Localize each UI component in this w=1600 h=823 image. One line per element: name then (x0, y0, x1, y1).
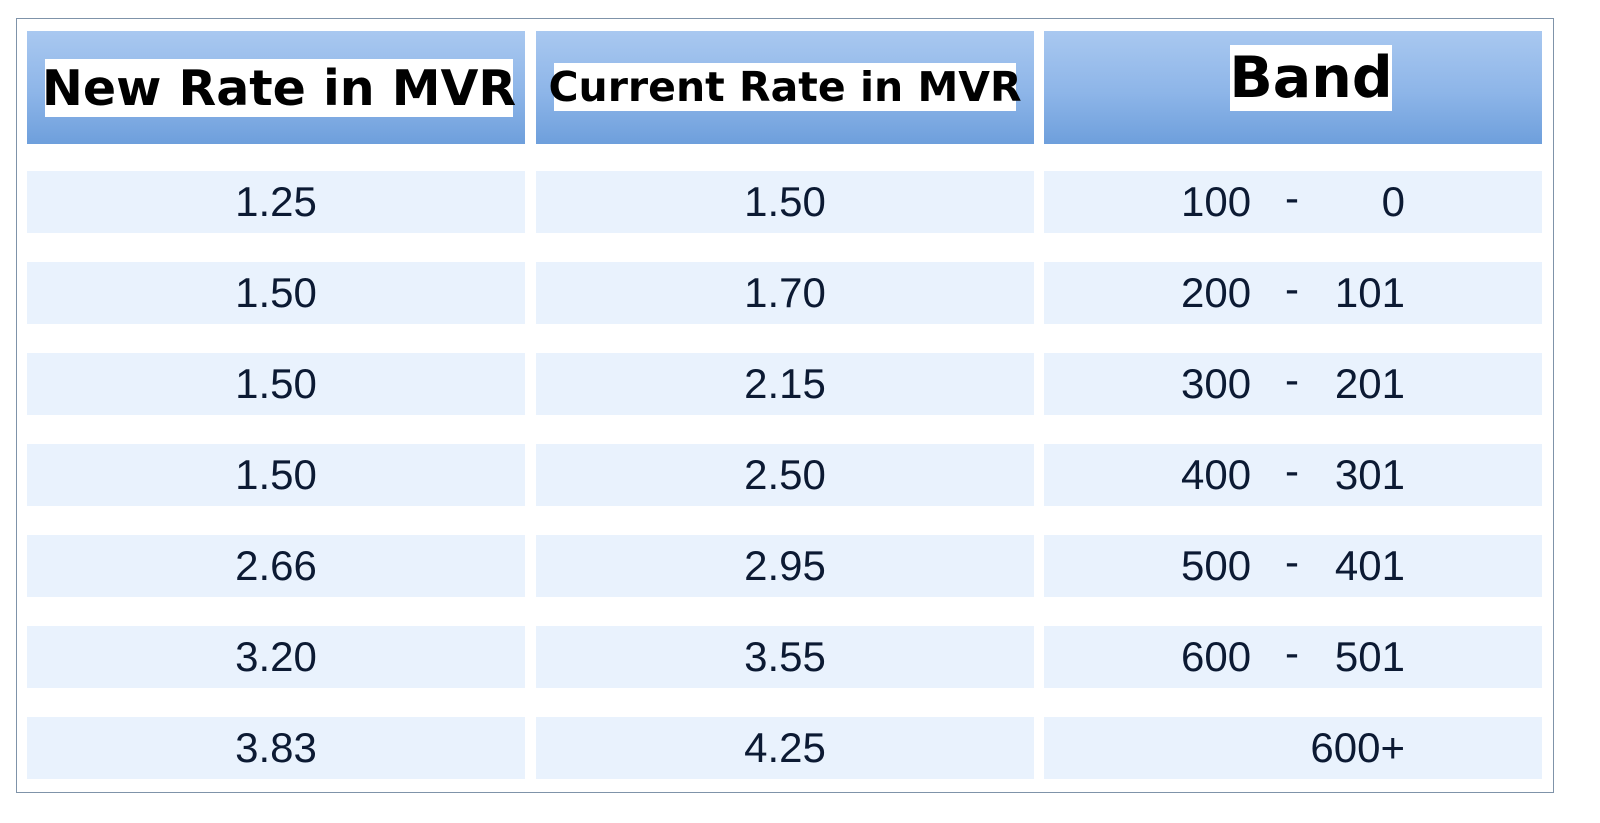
new-rate-cell: 1.50 (27, 262, 525, 324)
band-cell: 300-201 (1044, 353, 1542, 415)
new-rate-cell: 1.25 (27, 171, 525, 233)
current-rate-cell: 1.70 (536, 262, 1034, 324)
new-rate-cell: 3.20 (27, 626, 525, 688)
new-rate-cell: 1.50 (27, 353, 525, 415)
new-rate-cell: 3.83 (27, 717, 525, 779)
band-separator: - (1285, 447, 1299, 494)
band-separator: - (1285, 356, 1299, 403)
band-cell: 200-101 (1044, 262, 1542, 324)
band-to: 401 (1334, 542, 1405, 589)
band-from: 300 (1181, 360, 1252, 407)
band-to: 501 (1334, 633, 1405, 680)
header-band-label: Band (1229, 44, 1393, 111)
rate-table: New Rate in MVR Current Rate in MVR Band… (16, 18, 1554, 793)
band-from: 600 (1181, 633, 1252, 680)
band-cell: 600-501 (1044, 626, 1542, 688)
header-band: Band (1044, 31, 1542, 144)
band-separator: - (1285, 538, 1299, 585)
band-from: 400 (1181, 451, 1252, 498)
band-to: 101 (1334, 269, 1405, 316)
band-from: 100 (1181, 178, 1252, 225)
band-separator: - (1285, 629, 1299, 676)
header-current-rate: Current Rate in MVR (536, 31, 1034, 144)
band-to: 201 (1334, 360, 1405, 407)
current-rate-cell: 2.95 (536, 535, 1034, 597)
band-separator: - (1285, 265, 1299, 312)
current-rate-cell: 2.15 (536, 353, 1034, 415)
band-from: 200 (1181, 269, 1252, 316)
new-rate-cell: 2.66 (27, 535, 525, 597)
band-cell: 500-401 (1044, 535, 1542, 597)
header-current-rate-label: Current Rate in MVR (548, 62, 1022, 111)
band-cell: 100- 0 (1044, 171, 1542, 233)
band-separator: - (1285, 174, 1299, 221)
band-cell: 400-301 (1044, 444, 1542, 506)
band-to: 301 (1334, 451, 1405, 498)
current-rate-cell: 1.50 (536, 171, 1034, 233)
band-from: 500 (1181, 542, 1252, 589)
header-new-rate-label: New Rate in MVR (41, 59, 517, 117)
header-new-rate: New Rate in MVR (27, 31, 525, 144)
band-value: 600+ (1310, 724, 1405, 771)
current-rate-cell: 4.25 (536, 717, 1034, 779)
band-cell: 600+ (1044, 717, 1542, 779)
current-rate-cell: 3.55 (536, 626, 1034, 688)
band-to: 0 (1381, 178, 1405, 225)
new-rate-cell: 1.50 (27, 444, 525, 506)
current-rate-cell: 2.50 (536, 444, 1034, 506)
